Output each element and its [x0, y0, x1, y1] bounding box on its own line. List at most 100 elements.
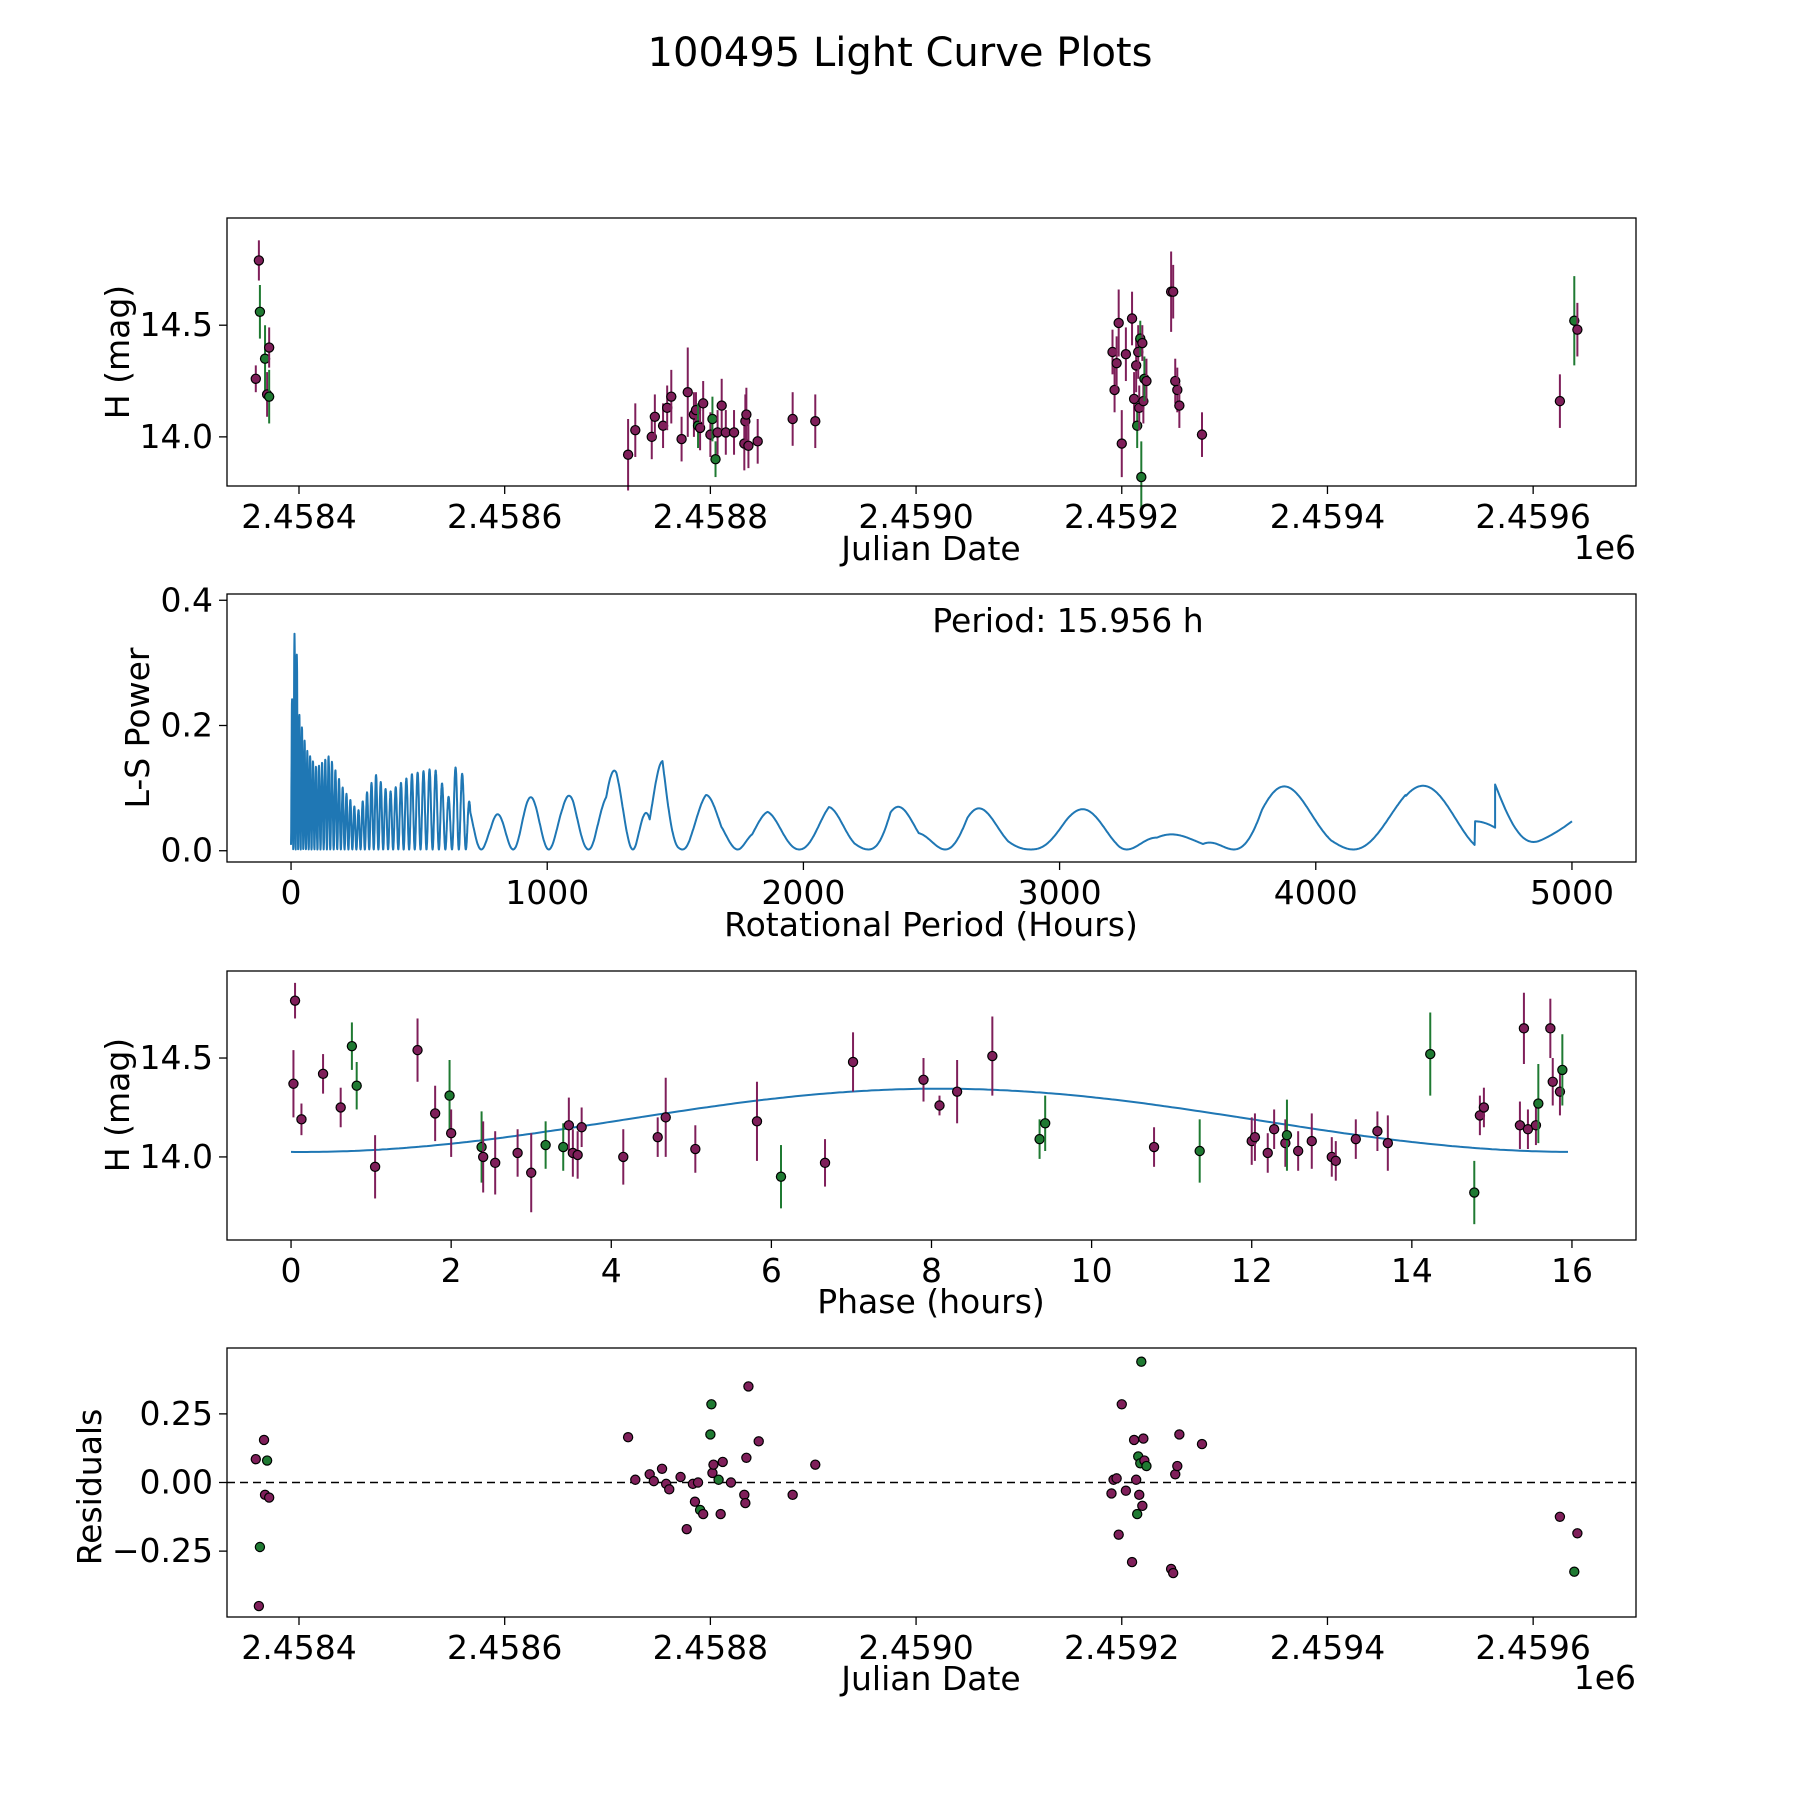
x-tick-label: 2000 — [761, 873, 845, 912]
data-point — [317, 1068, 329, 1080]
data-point — [1111, 357, 1122, 369]
y-tick-label: 14.5 — [140, 305, 213, 344]
x-tick-label: 0 — [281, 873, 302, 912]
data-point — [676, 433, 687, 445]
data-point — [1382, 1137, 1394, 1149]
power-spectrum-line — [290, 632, 1573, 851]
data-point — [1533, 1098, 1544, 1109]
x-tick-label: 14 — [1391, 1251, 1433, 1290]
data-point — [1372, 1126, 1383, 1137]
data-point — [1514, 1120, 1526, 1131]
y-tick-label: 14.0 — [140, 1137, 213, 1176]
data-point — [1106, 1488, 1117, 1499]
data-point — [728, 427, 740, 438]
data-point — [630, 424, 641, 436]
data-point — [1572, 324, 1583, 335]
residuals-x-ticks: 2.4584 2.4586 2.4588 2.4590 2.4592 2.4594 2.45… — [241, 1617, 1591, 1667]
data-point — [1306, 1135, 1317, 1147]
data-point — [1249, 1131, 1261, 1143]
data-point — [810, 1459, 821, 1470]
data-point — [787, 1489, 798, 1501]
data-point — [630, 1474, 641, 1485]
x-tick-label: 1000 — [505, 873, 589, 912]
data-point — [1126, 313, 1138, 324]
data-point — [563, 1120, 575, 1131]
x-tick-label: 2.4594 — [1270, 497, 1385, 536]
data-point — [934, 1100, 945, 1111]
lightcurve-offset-label: 1e6 — [1574, 528, 1636, 567]
data-point — [263, 342, 275, 353]
data-point — [705, 1429, 716, 1440]
data-point — [847, 1056, 859, 1068]
x-tick-label: 2.4594 — [1270, 1628, 1385, 1667]
data-point — [753, 1436, 764, 1447]
data-point — [296, 1114, 307, 1125]
data-point — [288, 1078, 299, 1089]
data-point — [682, 387, 693, 398]
x-tick-label: 2.4592 — [1064, 497, 1179, 536]
data-point — [253, 255, 265, 266]
data-point — [1128, 1434, 1140, 1446]
data-point — [1034, 1133, 1045, 1145]
phased-marks — [288, 982, 1568, 1225]
data-point — [1131, 1508, 1143, 1520]
data-point — [576, 1122, 587, 1133]
x-tick-label: 8 — [921, 1251, 942, 1290]
data-point — [1194, 1145, 1205, 1157]
data-point — [1137, 337, 1148, 349]
x-tick-label: 0 — [281, 1251, 302, 1290]
data-point — [787, 413, 798, 425]
data-point — [1545, 1023, 1556, 1034]
data-point — [740, 1497, 751, 1509]
y-tick-label: 14.0 — [140, 417, 213, 456]
x-tick-label: 2.4590 — [858, 1628, 973, 1667]
data-point — [445, 1127, 457, 1139]
phased-x-ticks: 0 2 4 6 8 10 12 14 16 — [281, 1240, 1593, 1290]
data-point — [1111, 1473, 1122, 1484]
data-point — [741, 409, 752, 420]
data-point — [444, 1090, 455, 1101]
data-point — [1569, 1566, 1580, 1577]
lightcurve-marks — [250, 240, 1583, 513]
data-point — [1172, 384, 1183, 396]
y-tick-label: 0.25 — [140, 1394, 213, 1433]
data-point — [706, 1399, 717, 1410]
figure-title: 100495 Light Curve Plots — [648, 30, 1153, 76]
data-point — [1268, 1124, 1280, 1135]
data-point — [1292, 1145, 1304, 1157]
data-point — [254, 306, 266, 317]
data-point — [1126, 1556, 1138, 1568]
data-point — [713, 1474, 724, 1485]
data-point — [1141, 1460, 1152, 1472]
data-point — [622, 449, 634, 460]
data-point — [987, 1050, 998, 1062]
x-tick-label: 12 — [1231, 1251, 1273, 1290]
data-point — [335, 1102, 346, 1113]
lightcurve-x-ticks: 2.4584 2.4586 2.4588 2.4590 2.4592 2.4594 2.45… — [241, 486, 1591, 536]
data-point — [1137, 1500, 1148, 1512]
data-point — [1478, 1102, 1490, 1113]
data-point — [660, 1112, 671, 1123]
data-point — [1131, 420, 1143, 431]
data-point — [258, 1434, 270, 1446]
data-point — [1174, 400, 1185, 411]
data-point — [664, 1484, 675, 1495]
data-point — [689, 1496, 701, 1507]
data-point — [1116, 438, 1127, 449]
data-point — [1136, 1356, 1147, 1367]
data-point — [1522, 1124, 1534, 1135]
x-tick-label: 6 — [761, 1251, 782, 1290]
data-point — [476, 1141, 487, 1153]
x-tick-label: 2.4584 — [241, 497, 356, 536]
data-point — [250, 1453, 261, 1465]
x-tick-label: 2.4596 — [1475, 497, 1590, 536]
data-point — [1109, 384, 1120, 396]
data-point — [254, 1541, 266, 1553]
data-point — [681, 1523, 692, 1535]
data-point — [289, 995, 301, 1006]
data-point — [346, 1040, 358, 1052]
data-point — [526, 1167, 537, 1178]
data-point — [690, 1143, 701, 1155]
data-point — [649, 411, 661, 422]
data-point — [708, 1459, 719, 1470]
